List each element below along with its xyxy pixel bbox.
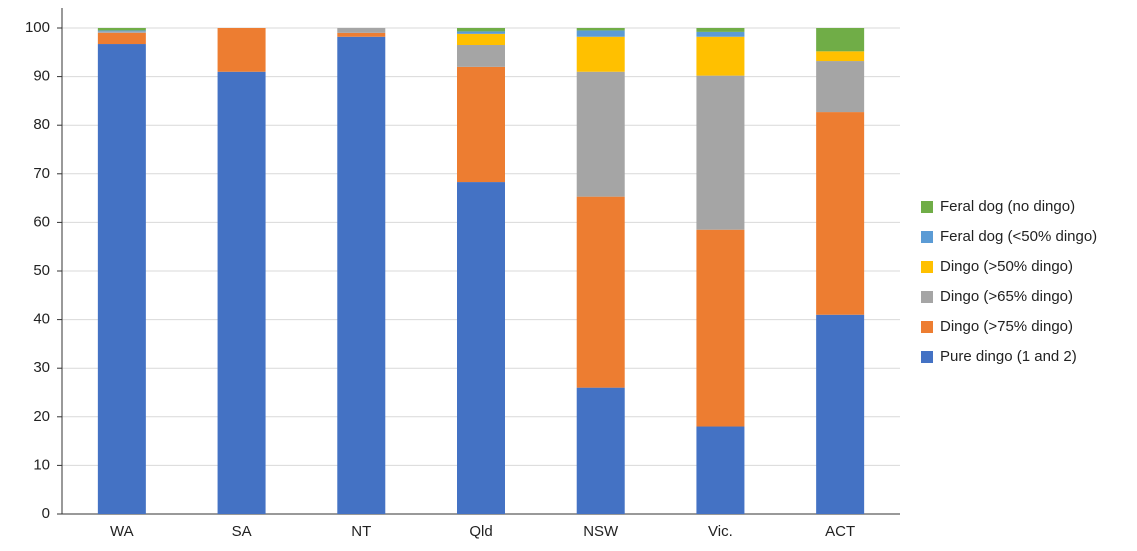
bar-segment	[337, 32, 386, 37]
y-tick-label: 40	[33, 311, 50, 328]
bar-segment	[576, 36, 625, 72]
bar-segment	[816, 51, 865, 62]
x-tick-label: NSW	[583, 523, 619, 540]
bar-segment	[97, 32, 146, 45]
bar-segment	[696, 229, 745, 427]
y-tick-label: 50	[33, 262, 50, 279]
legend-label: Feral dog (no dingo)	[940, 198, 1075, 215]
bar-segment	[457, 182, 505, 514]
bar-segment	[217, 71, 266, 515]
legend-swatch	[921, 351, 933, 363]
x-tick-label: NT	[351, 523, 371, 540]
legend-swatch	[921, 201, 933, 213]
bar-segment	[97, 44, 146, 515]
legend-swatch	[921, 291, 933, 303]
legend-label: Dingo (>50% dingo)	[940, 258, 1073, 275]
bar-segment	[457, 33, 505, 46]
legend-swatch	[921, 231, 933, 243]
bar-segment	[816, 28, 865, 52]
bar-segment	[97, 31, 146, 33]
bar-segment	[457, 28, 505, 32]
y-tick-label: 0	[42, 505, 50, 522]
legend-swatch	[921, 321, 933, 333]
bar-segment	[337, 28, 386, 33]
bar-segment	[696, 75, 745, 230]
y-tick-label: 90	[33, 68, 50, 85]
x-tick-label: Vic.	[708, 523, 733, 540]
y-tick-label: 30	[33, 359, 50, 376]
bar-segment	[816, 314, 865, 514]
bar-segment	[457, 66, 505, 183]
bar-segment	[696, 36, 745, 76]
bar-segment	[457, 31, 505, 34]
bar-segment	[576, 387, 625, 514]
x-tick-label: Qld	[469, 523, 492, 540]
legend-swatch	[921, 261, 933, 273]
y-tick-label: 100	[25, 19, 50, 36]
bar-segment	[217, 28, 266, 72]
bar-segment	[576, 30, 625, 37]
bar-segment	[97, 30, 146, 32]
legend-label: Dingo (>65% dingo)	[940, 288, 1073, 305]
x-tick-label: SA	[232, 523, 252, 540]
bar-segment	[337, 36, 386, 515]
y-tick-label: 10	[33, 456, 50, 473]
y-tick-label: 20	[33, 408, 50, 425]
y-tick-label: 70	[33, 165, 50, 182]
bar-segment	[696, 28, 745, 32]
bar-segment	[576, 28, 625, 31]
x-tick-label: ACT	[825, 523, 855, 540]
bar-segment	[457, 45, 505, 67]
legend-label: Dingo (>75% dingo)	[940, 318, 1073, 335]
y-tick-label: 80	[33, 116, 50, 133]
bar-segment	[97, 28, 146, 31]
x-tick-label: WA	[110, 523, 134, 540]
bar-segment	[576, 71, 625, 197]
bar-segment	[576, 196, 625, 388]
legend-label: Pure dingo (1 and 2)	[940, 348, 1077, 365]
y-tick-label: 60	[33, 213, 50, 230]
bar-segment	[696, 426, 745, 514]
legend-label: Feral dog (<50% dingo)	[940, 228, 1097, 245]
bar-segment	[696, 31, 745, 37]
bar-segment	[816, 112, 865, 315]
bar-segment	[816, 61, 865, 113]
